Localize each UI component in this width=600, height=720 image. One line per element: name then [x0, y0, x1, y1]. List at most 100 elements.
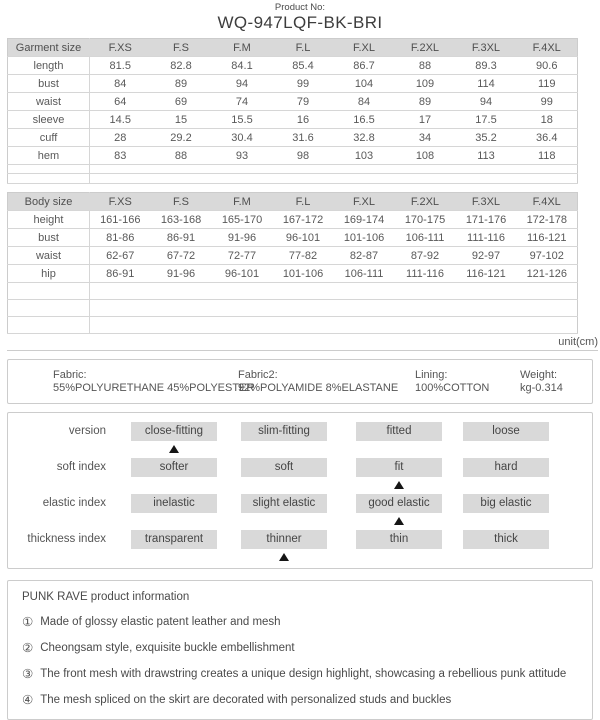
fabric-item: Weight: kg-0.314 [520, 369, 592, 395]
row-label-cell: height [7, 210, 90, 229]
fit-option-box: transparent [131, 530, 217, 549]
page-header: Product No: WQ-947LQF-BK-BRI [0, 0, 600, 33]
value-cell: 16 [272, 110, 334, 129]
row-label-cell: bust [7, 228, 90, 247]
value-cell: 90.6 [516, 56, 578, 75]
value-cell: 86-91 [89, 264, 151, 283]
value-cell: 28 [89, 128, 151, 147]
row-label-cell: waist [7, 246, 90, 265]
fit-option: good elastic [356, 494, 442, 525]
fit-row: elastic index inelastic slight elastic good… [8, 494, 592, 530]
value-cell: 91-96 [150, 264, 212, 283]
product-info-text: Made of glossy elastic patent leather an… [40, 615, 281, 628]
garment-size-table: Garment size F.XS F.S F.M F.L F.XL F.2XL F.3XL F… [7, 38, 578, 184]
value-cell: 15.5 [211, 110, 273, 129]
value-cell: 86-91 [150, 228, 212, 247]
fit-option: thinner [241, 530, 327, 561]
fit-row: soft index softer soft fit hard [8, 458, 592, 494]
size-header-cell: F.2XL [394, 192, 456, 211]
fit-option: hard [463, 458, 549, 477]
value-cell: 67-72 [150, 246, 212, 265]
selected-marker-icon [394, 517, 404, 525]
value-cell: 109 [394, 74, 456, 93]
value-cell: 119 [516, 74, 578, 93]
fit-option: thin [356, 530, 442, 549]
value-cell: 94 [455, 92, 517, 111]
table-title-cell: Body size [7, 192, 90, 211]
fabric-label: Weight: [520, 368, 558, 381]
value-cell: 64 [89, 92, 151, 111]
fit-option-box: thin [356, 530, 442, 549]
fit-option-box: close-fitting [131, 422, 217, 441]
fit-option-box: fit [356, 458, 442, 477]
value-cell: 17.5 [455, 110, 517, 129]
value-cell: 29.2 [150, 128, 212, 147]
fabric-value: 55%POLYURETHANE 45%POLYESTER [53, 381, 255, 394]
size-header-cell: F.M [211, 38, 273, 57]
value-cell: 74 [211, 92, 273, 111]
product-info-line: ④ The mesh spliced on the skirt are deco… [22, 692, 578, 707]
value-cell: 89.3 [455, 56, 517, 75]
fit-option-box: big elastic [463, 494, 549, 513]
fit-row: version close-fitting slim-fitting fitted lo… [8, 422, 592, 458]
fit-option: inelastic [131, 494, 217, 513]
size-header-cell: F.XL [333, 38, 395, 57]
value-cell: 35.2 [455, 128, 517, 147]
size-header-cell: F.M [211, 192, 273, 211]
selected-marker-icon [169, 445, 179, 453]
product-info-line: ② Cheongsam style, exquisite buckle embe… [22, 640, 578, 655]
fit-option-box: soft [241, 458, 327, 477]
fit-option: softer [131, 458, 217, 477]
value-cell: 101-106 [272, 264, 334, 283]
row-label-cell: cuff [7, 128, 90, 147]
product-info-text: The mesh spliced on the skirt are decora… [40, 693, 452, 706]
circled-number-icon: ③ [22, 667, 34, 681]
size-header-cell: F.3XL [455, 192, 517, 211]
value-cell: 116-121 [455, 264, 517, 283]
table-row: waist 62-67 67-72 72-77 77-82 82-87 87-92 92-97… [7, 246, 578, 265]
size-header-cell: F.L [272, 38, 334, 57]
unit-label: unit(cm) [7, 334, 598, 351]
fit-option-box: thinner [241, 530, 327, 549]
value-cell: 116-121 [516, 228, 578, 247]
table-row: hem 83 88 93 98 103 108 113 118 [7, 146, 578, 165]
size-header-cell: F.XS [89, 38, 151, 57]
table-header-row: Garment size F.XS F.S F.M F.L F.XL F.2XL F.3XL F… [7, 38, 578, 57]
fit-option-box: inelastic [131, 494, 217, 513]
value-cell: 97-102 [516, 246, 578, 265]
value-cell: 98 [272, 146, 334, 165]
empty-row [7, 164, 578, 174]
value-cell: 79 [272, 92, 334, 111]
value-cell: 103 [333, 146, 395, 165]
selected-marker-icon [394, 481, 404, 489]
value-cell: 82.8 [150, 56, 212, 75]
circled-number-icon: ② [22, 641, 34, 655]
fabric-value: kg-0.314 [520, 381, 563, 394]
value-cell: 72-77 [211, 246, 273, 265]
fit-option: big elastic [463, 494, 549, 513]
value-cell: 121-126 [516, 264, 578, 283]
fit-option: soft [241, 458, 327, 477]
fit-row-label: version [68, 425, 106, 437]
value-cell: 101-106 [333, 228, 395, 247]
table-row: cuff 28 29.2 30.4 31.6 32.8 34 35.2 36.4 [7, 128, 578, 147]
size-header-cell: F.S [150, 38, 212, 57]
fit-option: fit [356, 458, 442, 489]
fit-option: close-fitting [131, 422, 217, 453]
table-row: sleeve 14.5 15 15.5 16 16.5 17 17.5 18 [7, 110, 578, 129]
empty-row [7, 299, 578, 317]
fabric-item: Fabric: 55%POLYURETHANE 45%POLYESTER [53, 369, 255, 395]
product-info-text: Cheongsam style, exquisite buckle embell… [40, 641, 295, 654]
value-cell: 69 [150, 92, 212, 111]
fabric-item: Lining: 100%COTTON [415, 369, 520, 395]
value-cell: 81.5 [89, 56, 151, 75]
value-cell: 88 [394, 56, 456, 75]
value-cell: 62-67 [89, 246, 151, 265]
value-cell: 118 [516, 146, 578, 165]
value-cell: 94 [211, 74, 273, 93]
value-cell: 172-178 [516, 210, 578, 229]
body-size-table: Body size F.XS F.S F.M F.L F.XL F.2XL F.3XL F.4X… [7, 192, 578, 334]
empty-row [7, 316, 578, 334]
size-header-cell: F.4XL [516, 38, 578, 57]
fit-option: slim-fitting [241, 422, 327, 441]
